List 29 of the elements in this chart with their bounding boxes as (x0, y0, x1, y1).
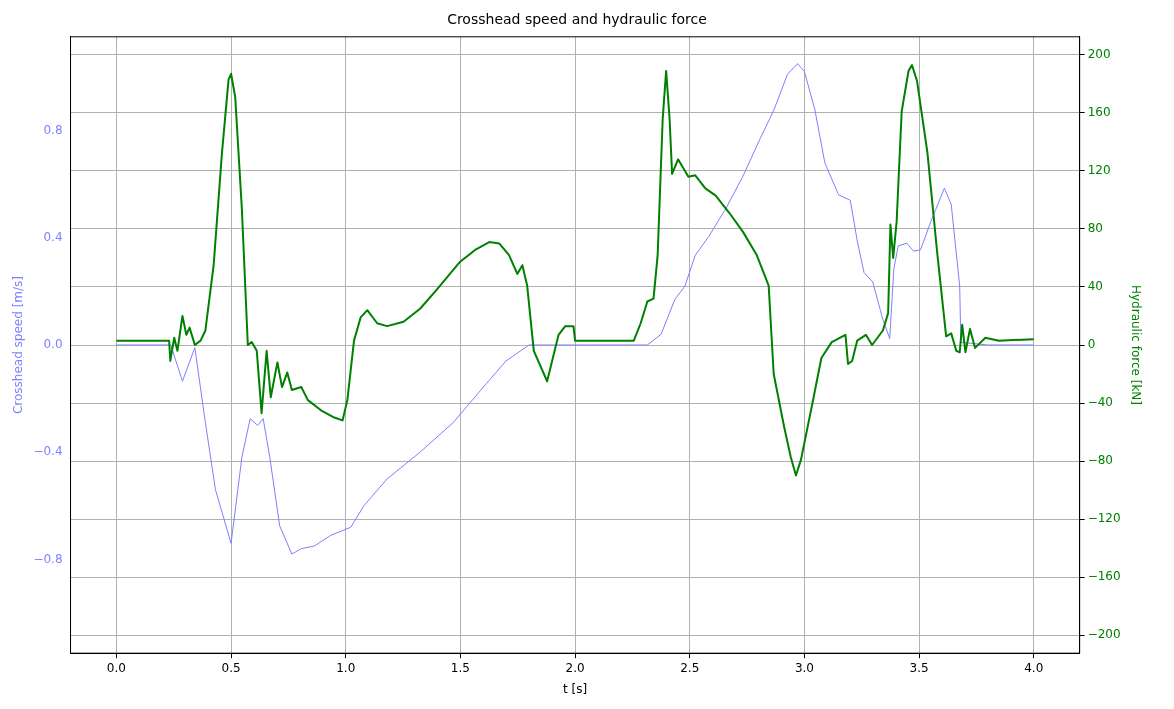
y-tick-label: 0.0 (43, 337, 63, 352)
x-tick-label: 4.0 (1024, 660, 1044, 675)
y-tick-label: 0.8 (43, 122, 63, 137)
y2-tick-label: 40 (1087, 279, 1103, 294)
x-tick-label: 3.5 (909, 660, 929, 675)
x-tick-label: 0.5 (221, 660, 241, 675)
y2-tick-label: 120 (1087, 163, 1111, 178)
x-tick-label: 0.0 (106, 660, 126, 675)
y2-tick-label: 160 (1087, 105, 1111, 120)
y-tick-label: 0.4 (43, 229, 63, 244)
y2-tick-label: 200 (1087, 47, 1111, 62)
y-tick-label: −0.8 (33, 551, 63, 566)
y-axis-title: Crosshead speed [m/s] (11, 275, 26, 415)
x-tick-label: 2.0 (565, 660, 585, 675)
y2-tick-label: 0 (1087, 337, 1096, 352)
y2-tick-label: −160 (1087, 569, 1121, 584)
chart-title: Crosshead speed and hydraulic force (447, 11, 707, 28)
y2-axis-title: Hydraulic force [kN] (1128, 284, 1143, 406)
y2-tick-label: −200 (1087, 627, 1121, 642)
y2-tick-label: −80 (1087, 453, 1113, 468)
y2-tick-label: −120 (1087, 511, 1121, 526)
y2-tick-label: −40 (1087, 395, 1113, 410)
x-tick-label: 1.5 (450, 660, 470, 675)
x-tick-label: 2.5 (680, 660, 700, 675)
x-tick-label: 1.0 (336, 660, 356, 675)
y-tick-label: −0.4 (33, 444, 63, 459)
y2-tick-label: 80 (1087, 221, 1103, 236)
x-tick-label: 3.0 (794, 660, 814, 675)
x-axis-title: t [s] (563, 681, 588, 696)
